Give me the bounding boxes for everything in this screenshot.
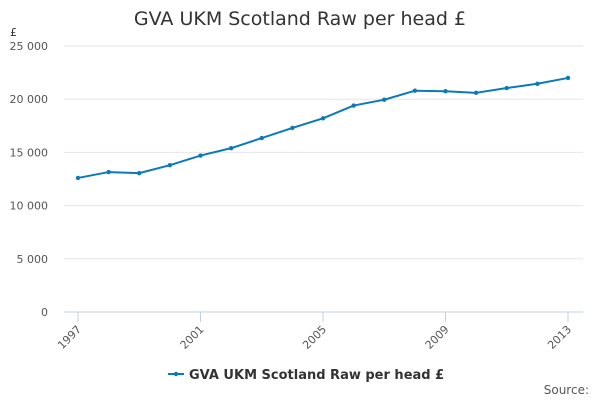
data-point-2003[interactable] [259,135,264,141]
y-tick-label-2: 10 000 [10,200,49,213]
data-point-2010[interactable] [473,90,479,96]
data-point-2011[interactable] [504,85,509,91]
y-axis-unit-label: £ [10,26,17,39]
x-axis-ticks: 1997 2001 2005 2009 2013 [55,312,574,352]
data-point-2008[interactable] [412,88,418,93]
data-point-2002[interactable] [228,145,234,151]
x-tick-label-1: 2001 [178,323,207,352]
legend[interactable]: GVA UKM Scotland Raw per head £ [168,368,444,383]
data-point-2001[interactable] [198,153,203,158]
y-tick-label-4: 20 000 [10,93,49,106]
series-line-1 [77,76,569,179]
y-axis-ticks: 0 5 000 10 000 15 000 20 000 25 000 [10,40,49,319]
legend-label-series-1: GVA UKM Scotland Raw per head £ [189,368,444,383]
data-point-2000[interactable] [167,162,173,168]
data-point-2005[interactable] [320,116,326,121]
x-tick-label-3: 2009 [423,323,452,352]
data-point-2009[interactable] [443,89,448,94]
x-tick-label-4: 2013 [545,323,574,352]
data-point-2013[interactable] [565,75,571,81]
x-tick-label-2: 2005 [300,323,329,352]
data-point-2004[interactable] [290,125,295,131]
y-tick-label-5: 25 000 [10,40,49,53]
data-point-1999[interactable] [137,170,142,176]
y-tick-label-0: 0 [41,306,48,319]
gridlines [64,45,583,260]
source-label: Source: [544,383,589,397]
y-tick-label-1: 5 000 [17,253,49,266]
chart-title: GVA UKM Scotland Raw per head £ [134,8,466,30]
data-point-2006[interactable] [351,103,356,108]
data-point-2007[interactable] [382,97,387,102]
legend-point-marker [173,371,179,377]
series-group [75,75,571,181]
y-tick-label-3: 15 000 [10,146,49,159]
data-point-1997[interactable] [75,175,81,181]
x-tick-label-0: 1997 [55,323,84,352]
data-point-1998[interactable] [106,169,111,175]
data-point-2012[interactable] [535,81,540,86]
